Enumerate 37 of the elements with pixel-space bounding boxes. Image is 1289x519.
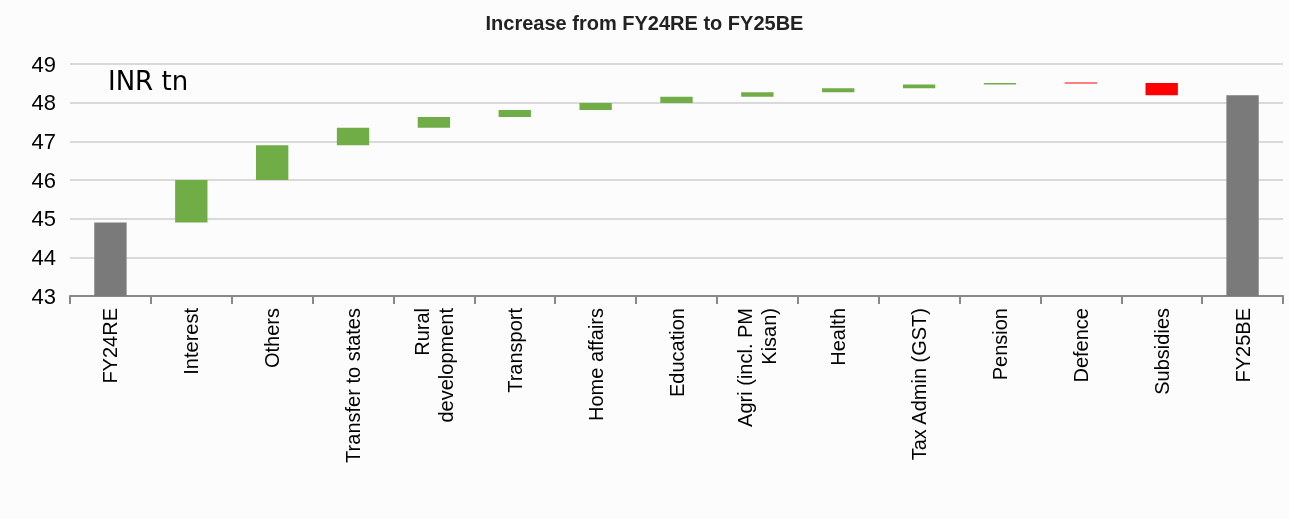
x-tick-label: Transport bbox=[503, 307, 526, 393]
bar bbox=[741, 92, 774, 97]
x-tick-label: Transfer to states bbox=[342, 308, 365, 463]
x-tick-label: Education bbox=[665, 308, 688, 397]
y-tick-label: 44 bbox=[31, 244, 56, 270]
bar bbox=[660, 96, 693, 104]
bar bbox=[417, 116, 451, 128]
chart-title: Increase from FY24RE to FY25BE bbox=[485, 12, 804, 34]
x-tick-label: Rural development bbox=[410, 307, 457, 423]
y-tick-label: 49 bbox=[31, 51, 56, 77]
x-tick-label: Agri (incl. PM Kisan) bbox=[734, 308, 781, 427]
bar bbox=[902, 84, 936, 89]
y-tick-label: 43 bbox=[31, 283, 56, 309]
x-tick-label: Defence bbox=[1069, 308, 1092, 383]
bar bbox=[498, 110, 531, 117]
bar bbox=[94, 222, 127, 296]
x-tick-label: Home affairs bbox=[584, 308, 607, 422]
x-tick-label: Health bbox=[827, 308, 850, 366]
y-tick-label: 48 bbox=[31, 90, 56, 116]
x-tick-label: Others bbox=[261, 308, 284, 369]
bar bbox=[336, 127, 370, 146]
x-tick-label: Subsidies bbox=[1150, 308, 1173, 395]
x-tick-label: Tax Admin (GST) bbox=[908, 308, 931, 461]
bar bbox=[175, 180, 208, 223]
x-tick-label: Pension bbox=[988, 308, 1011, 381]
bar bbox=[255, 145, 289, 180]
x-tick-label: FY24RE bbox=[99, 308, 122, 384]
bar bbox=[1145, 82, 1178, 96]
y-tick-label: 46 bbox=[31, 167, 56, 193]
bar bbox=[822, 88, 855, 93]
annotation: INR tn bbox=[108, 66, 189, 96]
y-tick-label: 47 bbox=[31, 128, 56, 154]
y-tick-label: 45 bbox=[31, 206, 56, 232]
bar bbox=[1226, 95, 1259, 296]
bar bbox=[579, 103, 612, 111]
x-tick-label: FY25BE bbox=[1231, 308, 1254, 383]
x-tick-label: Interest bbox=[180, 307, 203, 375]
